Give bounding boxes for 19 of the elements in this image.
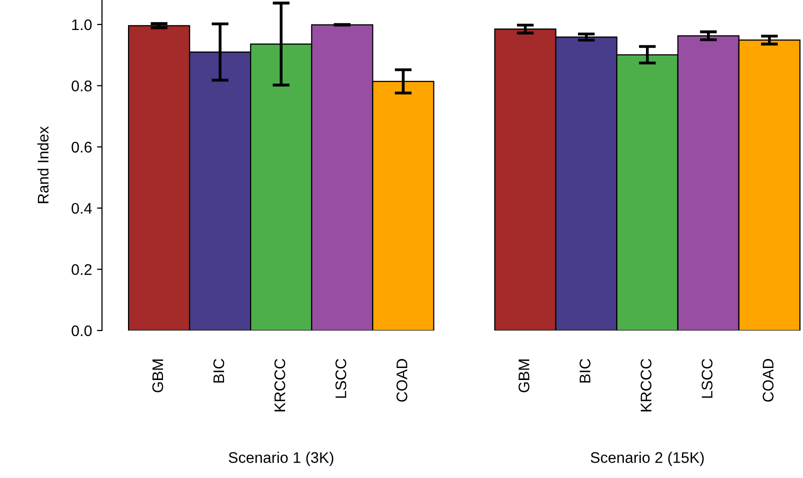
y-tick-label: 0.0	[72, 325, 92, 336]
x-tick-label: KRCCC	[640, 358, 652, 412]
y-tick-label: 0.6	[72, 142, 92, 153]
x-tick-label: GBM	[518, 360, 530, 392]
y-axis-title: Rand Index	[37, 126, 49, 204]
y-tick-label: 0.4	[72, 202, 92, 214]
x-tick-label: LSCC	[702, 358, 712, 398]
text: Scenario 2 (15K)	[590, 452, 704, 466]
x-tick-label: COAD	[762, 359, 774, 402]
x-tick-label: GBM	[152, 360, 164, 392]
y-tick-label: 0.2	[72, 264, 92, 275]
y-tick-label: 0.8	[72, 80, 92, 92]
x-tick-label: BIC	[213, 358, 224, 382]
x-tick-label: COAD	[396, 359, 408, 402]
x-tick-label: LSCC	[335, 358, 346, 398]
text: Scenario 1 (3K)	[228, 452, 334, 466]
x-tick-label: BIC	[580, 358, 590, 382]
x-tick-label: KRCCC	[274, 358, 286, 412]
y-tick-label: 1.0	[72, 19, 92, 30]
